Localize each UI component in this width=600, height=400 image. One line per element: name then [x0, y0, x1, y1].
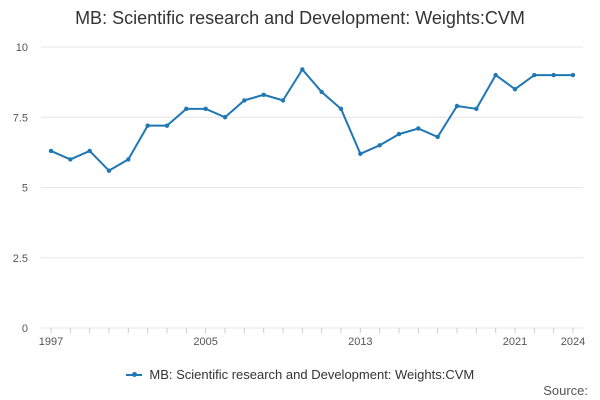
data-point[interactable]	[377, 143, 382, 148]
data-point[interactable]	[87, 148, 92, 154]
grid-layer	[41, 46, 583, 329]
data-point[interactable]	[493, 72, 498, 78]
series-line[interactable]	[50, 68, 573, 172]
data-point[interactable]	[435, 134, 440, 140]
data-point[interactable]	[532, 72, 537, 78]
y-tick-label: 7.5	[13, 112, 28, 124]
data-point[interactable]	[222, 115, 228, 120]
data-point[interactable]	[474, 106, 479, 112]
legend-label: MB: Scientific research and Development:…	[149, 367, 475, 383]
data-point[interactable]	[416, 126, 421, 131]
data-point[interactable]	[300, 67, 305, 72]
y-axis: 0 2.5 5 7.5 10	[13, 42, 28, 335]
y-tick-label: 2.5	[13, 253, 28, 265]
data-point[interactable]	[203, 106, 208, 112]
source-label: Source:	[543, 383, 588, 398]
x-tick-label: 2021	[503, 336, 527, 348]
data-point[interactable]	[184, 106, 189, 112]
chart-title: MB: Scientific research and Development:…	[75, 8, 525, 28]
data-point[interactable]	[48, 148, 54, 154]
data-point[interactable]	[261, 92, 266, 97]
y-tick-label: 10	[16, 42, 28, 54]
legend[interactable]: MB: Scientific research and Development:…	[0, 366, 600, 382]
data-point[interactable]	[106, 168, 112, 173]
x-tick-label: 2024	[561, 336, 585, 348]
data-point[interactable]	[454, 103, 460, 109]
data-point[interactable]	[551, 72, 556, 78]
data-point[interactable]	[338, 106, 344, 112]
data-point[interactable]	[126, 157, 131, 162]
x-axis: 1997 2005 2013 2021 2024	[39, 328, 585, 348]
y-tick-label: 0	[22, 323, 28, 335]
data-point[interactable]	[396, 131, 402, 137]
y-tick-label: 5	[22, 183, 28, 195]
data-point[interactable]	[164, 123, 170, 128]
x-tick-label: 2013	[348, 336, 372, 348]
data-point[interactable]	[358, 151, 363, 156]
data-point[interactable]	[570, 72, 576, 78]
data-point[interactable]	[280, 98, 286, 103]
x-tick-label: 1997	[39, 336, 63, 348]
data-point[interactable]	[242, 98, 247, 103]
data-point[interactable]	[68, 157, 73, 162]
data-point[interactable]	[145, 123, 150, 128]
x-tick-label: 2005	[193, 336, 217, 348]
legend-swatch	[125, 371, 142, 377]
series-layer	[48, 67, 576, 173]
data-point[interactable]	[512, 86, 518, 92]
data-point[interactable]	[319, 89, 324, 95]
